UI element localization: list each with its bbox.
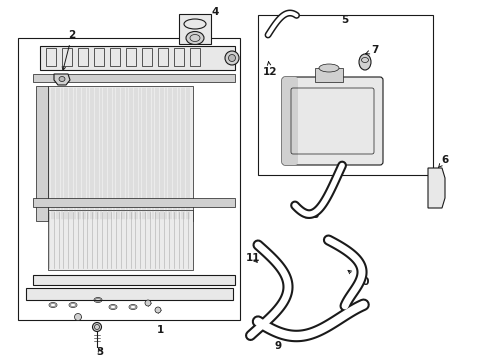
Bar (126, 48, 136, 66)
Bar (315, 68, 343, 82)
Polygon shape (54, 74, 70, 85)
Bar (94, 48, 104, 66)
Ellipse shape (228, 54, 236, 62)
Ellipse shape (359, 54, 371, 70)
Text: 4: 4 (211, 7, 219, 17)
Polygon shape (428, 168, 445, 208)
Ellipse shape (186, 32, 204, 45)
Bar (33, 275, 235, 285)
Bar (258, 15, 433, 175)
Text: 8: 8 (306, 210, 318, 220)
Bar (33, 74, 235, 82)
Ellipse shape (59, 77, 65, 81)
Polygon shape (40, 46, 235, 70)
Text: 3: 3 (97, 347, 103, 357)
Bar (174, 48, 184, 66)
Bar (190, 48, 200, 66)
Bar (158, 48, 168, 66)
FancyBboxPatch shape (282, 77, 383, 165)
Bar (46, 48, 56, 66)
Bar (62, 48, 72, 66)
Text: 6: 6 (439, 155, 449, 167)
Text: 2: 2 (62, 30, 75, 70)
Ellipse shape (93, 323, 101, 332)
Bar (48, 86, 193, 221)
Ellipse shape (155, 307, 161, 313)
Text: 11: 11 (246, 253, 260, 263)
Text: 1: 1 (156, 325, 164, 335)
Text: 12: 12 (263, 61, 277, 77)
Bar (110, 48, 120, 66)
Ellipse shape (145, 300, 151, 306)
Text: 7: 7 (366, 45, 379, 55)
Bar (142, 48, 152, 66)
Text: 9: 9 (274, 336, 285, 351)
Ellipse shape (319, 64, 339, 72)
Text: 10: 10 (348, 270, 370, 287)
Bar (26, 288, 233, 300)
Bar (78, 48, 88, 66)
Ellipse shape (225, 51, 239, 65)
Bar (18, 38, 240, 320)
Ellipse shape (74, 314, 81, 320)
Bar (48, 210, 193, 270)
FancyBboxPatch shape (282, 77, 298, 165)
Bar (36, 86, 48, 221)
FancyBboxPatch shape (179, 14, 211, 44)
Text: 5: 5 (342, 15, 348, 25)
Bar (33, 198, 235, 207)
